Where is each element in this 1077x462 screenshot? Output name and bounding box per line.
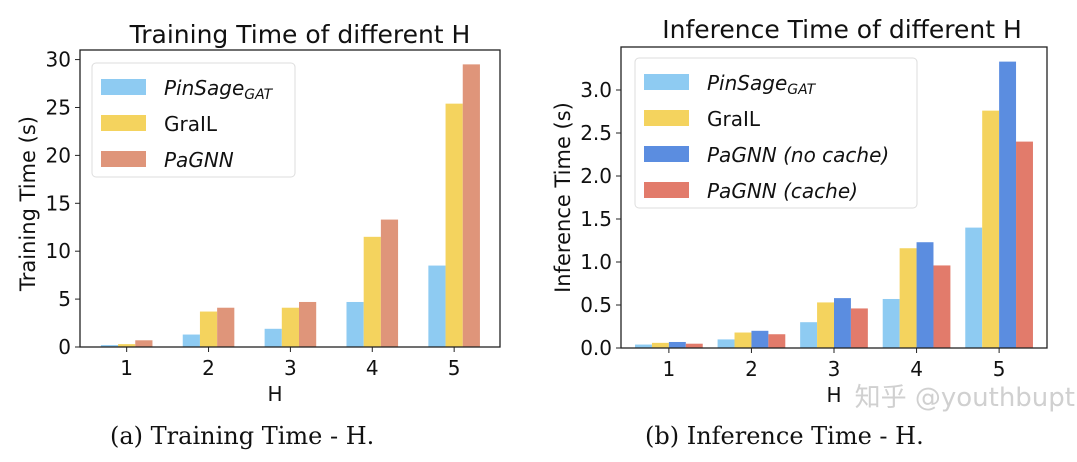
chart-title: Inference Time of different H — [662, 15, 1022, 44]
y-tick-label: 0.0 — [580, 336, 612, 360]
y-tick-label: 15 — [46, 191, 71, 215]
y-tick-label: 0 — [58, 335, 71, 359]
bar-pagnn-no-cache-h5 — [999, 61, 1017, 349]
x-tick-label: 4 — [366, 356, 379, 380]
y-tick-label: 30 — [46, 48, 71, 72]
legend-label: GraIL — [164, 112, 218, 136]
bar-pinsage-h3 — [264, 328, 282, 347]
chart-2: 0.0 0.5 1.0 1.5 2.0 2.5 3.0 1 2 3 4 5 H Inference Tim… — [551, 15, 1048, 407]
legend-label: GraIL — [707, 107, 761, 131]
bar-pagnn-no-cache-h2 — [751, 330, 769, 348]
x-tick-label: 3 — [828, 357, 841, 381]
x-tick-label: 3 — [284, 356, 297, 380]
bar-pagnn-cache-h3 — [850, 308, 868, 348]
bar-pagnn-cache-h5 — [1016, 141, 1033, 348]
bar-grail-h4 — [363, 236, 381, 347]
bar-pagnn-no-cache-h3 — [834, 298, 851, 348]
bar-grail-h3 — [281, 307, 300, 347]
bar-pinsage-h4 — [882, 298, 900, 348]
x-tick-label: 2 — [745, 357, 758, 381]
x-axis-label: H — [826, 383, 841, 407]
bar-pinsage-h1 — [100, 345, 119, 347]
bar-pagnn-h3 — [299, 301, 317, 347]
bar-pinsage-h5 — [965, 227, 983, 348]
caption-b: (b) Inference Time - H. — [645, 422, 924, 450]
x-tick-label: 1 — [120, 356, 133, 380]
x-axis-label: H — [267, 382, 282, 406]
y-tick-label: 20 — [46, 143, 71, 167]
legend-swatch — [101, 79, 146, 95]
y-tick-label: 3.0 — [580, 78, 612, 102]
legend-swatch — [101, 151, 146, 167]
bar-pinsage-h1 — [635, 344, 652, 348]
caption-a: (a) Training Time - H. — [110, 422, 375, 450]
y-tick-label: 2.0 — [580, 164, 612, 188]
x-tick-label: 5 — [993, 357, 1006, 381]
y-axis-label: Inference Time (s) — [551, 102, 575, 293]
bar-grail-h1 — [118, 344, 136, 347]
bar-pinsage-h2 — [717, 339, 735, 348]
bar-grail-h3 — [817, 302, 834, 348]
legend-label: PaGNN — [164, 148, 234, 172]
bar-pinsage-h4 — [346, 301, 364, 347]
bar-pagnn-cache-h4 — [933, 265, 951, 348]
bar-pagnn-cache-h2 — [768, 334, 786, 348]
y-tick-label: 5 — [58, 287, 71, 311]
bar-pinsage-h2 — [182, 334, 200, 347]
y-tick-label: 2.5 — [580, 121, 612, 145]
x-tick-label: 4 — [910, 357, 923, 381]
bar-pagnn-h4 — [380, 219, 399, 347]
x-tick-label: 1 — [663, 357, 676, 381]
bar-grail-h5 — [982, 110, 1000, 348]
legend-subscript: GAT — [787, 82, 816, 98]
legend-box — [634, 57, 918, 209]
y-tick-label: 0.5 — [580, 293, 612, 317]
y-axis-label: Training Time (s) — [16, 116, 40, 292]
x-tick-label: 2 — [202, 356, 215, 380]
y-tick-label: 10 — [46, 239, 71, 263]
bar-pagnn-h5 — [462, 64, 480, 347]
watermark: 知乎 @youthbupt — [854, 383, 1075, 413]
legend-swatch — [644, 146, 689, 162]
bar-grail-h5 — [445, 103, 463, 347]
chart-1: 0 5 10 15 20 25 30 1 2 3 4 5 H Training Time (s) Train… — [16, 20, 501, 406]
x-tick-label: 5 — [448, 356, 461, 380]
bar-grail-h2 — [199, 311, 218, 347]
legend-swatch — [644, 182, 689, 198]
bar-pagnn-h1 — [135, 340, 153, 347]
bar-pagnn-no-cache-h4 — [916, 242, 934, 348]
bar-pagnn-no-cache-h1 — [668, 341, 686, 348]
legend-subscript: GAT — [244, 87, 273, 103]
bar-pagnn-cache-h1 — [685, 343, 703, 348]
bar-grail-h1 — [651, 342, 669, 348]
legend-label: PaGNN (cache) — [707, 179, 858, 203]
y-tick-label: 1.0 — [580, 250, 612, 274]
legend-swatch — [644, 110, 689, 126]
y-tick-label: 1.5 — [580, 207, 612, 231]
bar-pinsage-h5 — [428, 265, 446, 347]
bar-pinsage-h3 — [800, 322, 818, 348]
legend-label: PaGNN (no cache) — [707, 143, 889, 167]
legend-swatch — [101, 115, 146, 131]
legend-swatch — [644, 74, 689, 90]
chart-title: Training Time of different H — [129, 20, 471, 49]
y-tick-label: 25 — [46, 95, 71, 119]
bar-pagnn-h2 — [217, 307, 235, 347]
bar-grail-h4 — [899, 248, 917, 348]
bar-grail-h2 — [734, 332, 752, 348]
